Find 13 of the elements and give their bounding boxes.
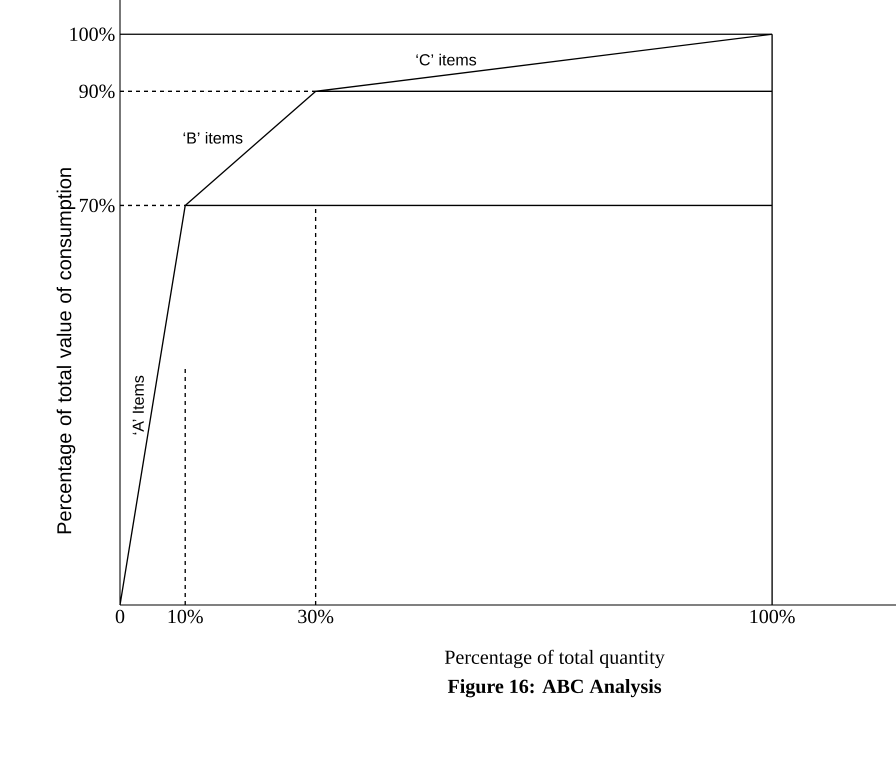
annotation: ‘A’ Items [132, 376, 144, 434]
x-tick-label: 30% [298, 610, 334, 624]
caption: Figure 16: ABC Analysis [448, 679, 662, 698]
x-axis-title: Percentage of total quantity [444, 650, 665, 668]
y-tick-label: 90% [79, 84, 115, 98]
x-tick-label: 100% [750, 610, 795, 624]
y-axis-title: Percentage of total value of consumption [56, 168, 76, 534]
y-tick-label: 70% [80, 198, 115, 212]
x-tick-label: 0 [116, 610, 124, 624]
annotation: ‘B’ items [184, 132, 242, 144]
annotation: ‘C’ items [416, 54, 476, 66]
x-tick-label: 10% [168, 610, 203, 624]
y-tick-label: 100% [70, 27, 115, 42]
